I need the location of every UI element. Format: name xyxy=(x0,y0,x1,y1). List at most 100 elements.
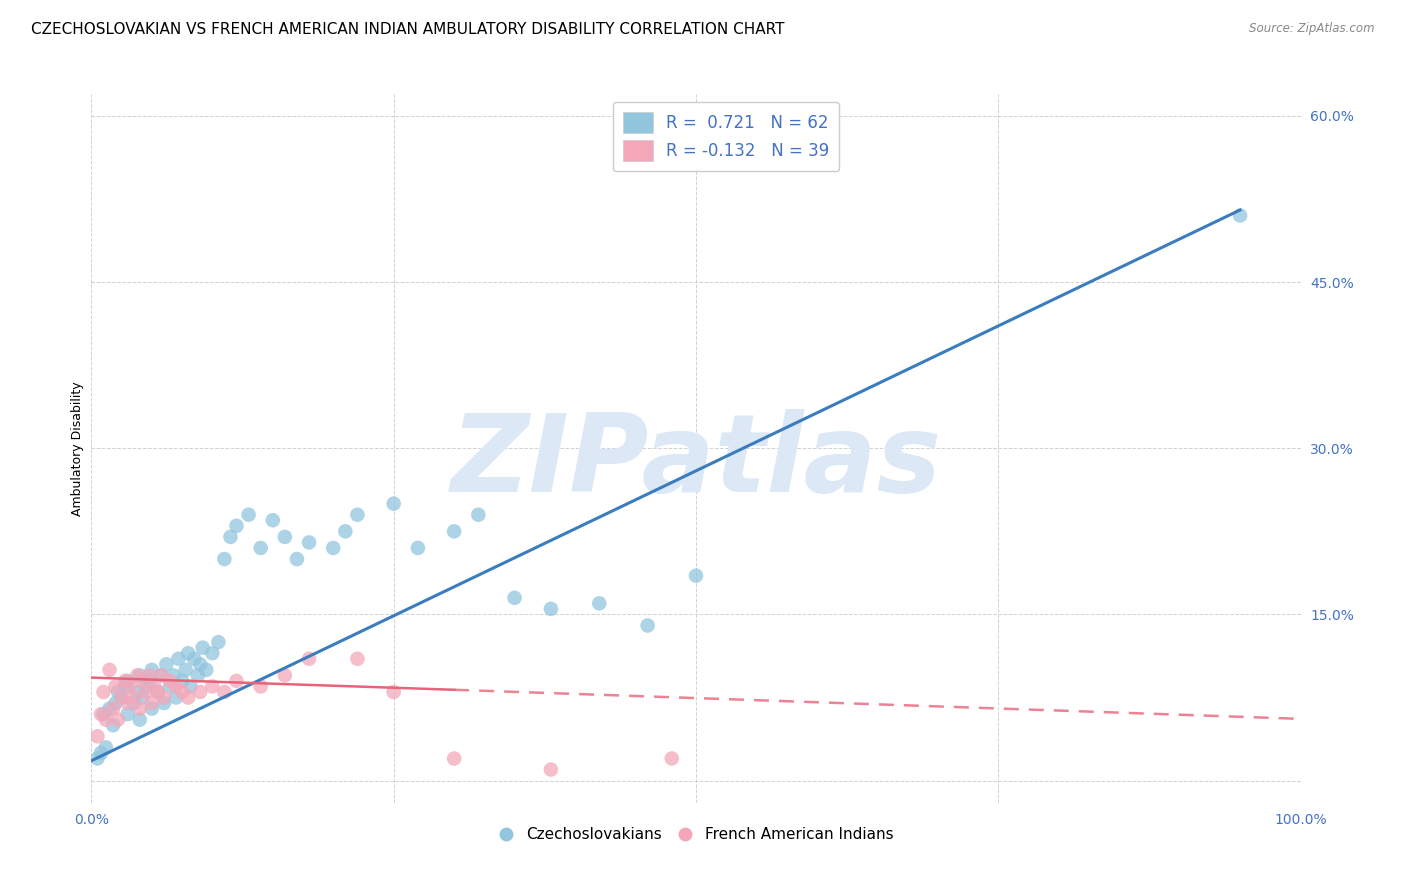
Point xyxy=(503,591,526,605)
Point xyxy=(127,668,149,682)
Point xyxy=(141,696,163,710)
Point xyxy=(540,602,562,616)
Point xyxy=(588,596,610,610)
Point xyxy=(188,657,211,672)
Point xyxy=(159,673,181,688)
Point xyxy=(443,524,465,539)
Point xyxy=(86,729,108,743)
Point xyxy=(93,707,115,722)
Point xyxy=(159,680,181,694)
Point xyxy=(86,751,108,765)
Point xyxy=(172,685,194,699)
Point xyxy=(162,668,184,682)
Point xyxy=(107,713,129,727)
Point xyxy=(104,680,127,694)
Point xyxy=(382,497,405,511)
Point xyxy=(114,680,136,694)
Point xyxy=(201,646,224,660)
Point xyxy=(131,673,153,688)
Point xyxy=(346,508,368,522)
Point xyxy=(98,701,121,715)
Point xyxy=(122,696,145,710)
Point xyxy=(249,541,271,555)
Point xyxy=(94,740,117,755)
Point xyxy=(262,513,284,527)
Point xyxy=(127,685,149,699)
Text: Source: ZipAtlas.com: Source: ZipAtlas.com xyxy=(1250,22,1375,36)
Point xyxy=(1229,209,1251,223)
Point xyxy=(128,668,150,682)
Point xyxy=(195,663,218,677)
Point xyxy=(98,663,121,677)
Point xyxy=(138,668,160,682)
Point xyxy=(146,685,169,699)
Point xyxy=(443,751,465,765)
Point xyxy=(214,552,236,566)
Point xyxy=(143,680,166,694)
Point xyxy=(128,701,150,715)
Point xyxy=(138,673,160,688)
Point xyxy=(101,718,124,732)
Point xyxy=(274,530,297,544)
Point xyxy=(90,707,112,722)
Point xyxy=(238,508,260,522)
Point xyxy=(153,690,176,705)
Point xyxy=(249,680,271,694)
Point xyxy=(661,751,683,765)
Point xyxy=(685,568,707,582)
Point xyxy=(107,685,129,699)
Point xyxy=(187,668,209,682)
Legend: Czechoslovakians, French American Indians: Czechoslovakians, French American Indian… xyxy=(492,822,900,848)
Point xyxy=(174,663,197,677)
Point xyxy=(540,763,562,777)
Point xyxy=(101,701,124,715)
Point xyxy=(183,652,205,666)
Point xyxy=(111,690,132,705)
Point xyxy=(322,541,344,555)
Point xyxy=(346,652,368,666)
Point xyxy=(90,746,112,760)
Point xyxy=(335,524,357,539)
Point xyxy=(382,685,405,699)
Point xyxy=(93,685,115,699)
Point xyxy=(122,690,145,705)
Point xyxy=(128,713,150,727)
Point xyxy=(225,518,247,533)
Point xyxy=(153,696,176,710)
Point xyxy=(172,673,194,688)
Point xyxy=(117,707,139,722)
Point xyxy=(177,690,200,705)
Y-axis label: Ambulatory Disability: Ambulatory Disability xyxy=(72,381,84,516)
Point xyxy=(94,713,117,727)
Point xyxy=(214,685,236,699)
Point xyxy=(285,552,308,566)
Point xyxy=(177,646,200,660)
Point xyxy=(406,541,429,555)
Point xyxy=(167,652,190,666)
Point xyxy=(131,690,153,705)
Text: ZIPatlas: ZIPatlas xyxy=(450,409,942,516)
Point xyxy=(467,508,489,522)
Point xyxy=(637,618,659,632)
Point xyxy=(201,680,224,694)
Point xyxy=(135,685,157,699)
Point xyxy=(225,673,247,688)
Point xyxy=(188,685,211,699)
Point xyxy=(146,685,169,699)
Point xyxy=(150,668,173,682)
Point xyxy=(104,696,127,710)
Point xyxy=(117,673,139,688)
Point xyxy=(298,535,321,549)
Point xyxy=(165,690,187,705)
Point xyxy=(150,668,173,682)
Point xyxy=(117,696,139,710)
Point xyxy=(111,690,132,705)
Point xyxy=(191,640,214,655)
Point xyxy=(141,663,163,677)
Text: CZECHOSLOVAKIAN VS FRENCH AMERICAN INDIAN AMBULATORY DISABILITY CORRELATION CHAR: CZECHOSLOVAKIAN VS FRENCH AMERICAN INDIA… xyxy=(31,22,785,37)
Point xyxy=(274,668,297,682)
Point xyxy=(207,635,229,649)
Point xyxy=(141,701,163,715)
Point xyxy=(298,652,321,666)
Point xyxy=(165,680,187,694)
